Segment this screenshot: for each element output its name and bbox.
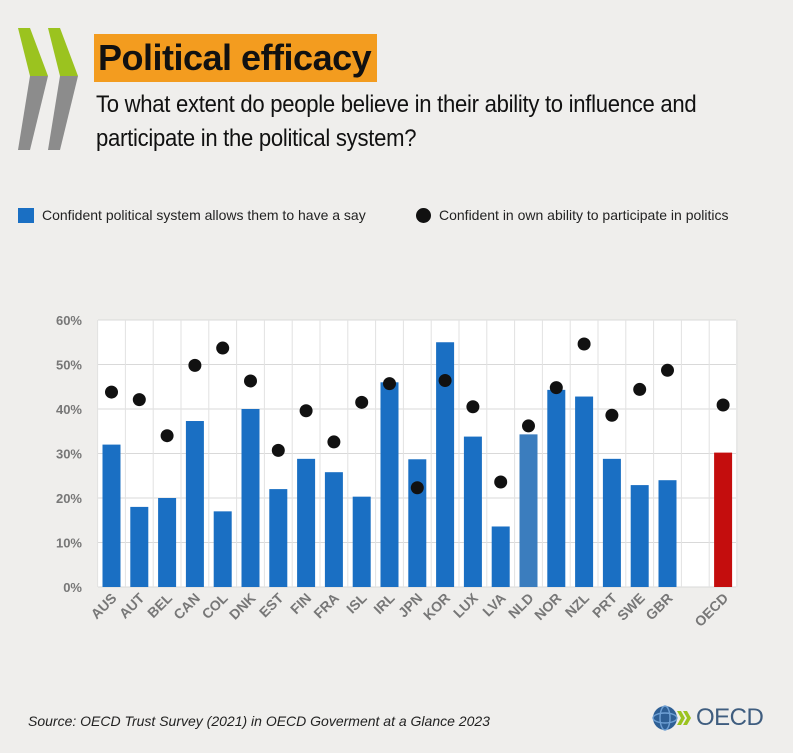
chevron-green-left [18,28,48,76]
dot-bel [160,429,174,443]
bar-fra [324,472,343,587]
bar-kor [436,342,455,587]
bar-swe [630,485,649,587]
x-tick-label: FIN [287,590,314,617]
x-tick-label: AUT [116,589,148,621]
y-tick-label: 50% [56,358,82,373]
oecd-logo: OECD [652,704,764,732]
dot-est [271,443,285,457]
x-tick-label: LVA [479,590,509,620]
x-tick-label: JPN [395,590,426,621]
x-tick-label: CAN [170,590,203,623]
y-tick-label: 0% [63,580,82,595]
dot-fin [299,404,313,418]
dot-fra [327,435,341,449]
y-tick-label: 20% [56,491,82,506]
y-tick-label: 60% [56,313,82,328]
bar-aus [102,444,121,587]
x-tick-label: GBR [642,590,675,623]
dot-irl [383,377,396,391]
x-tick-label: PRT [589,589,620,620]
x-tick-label: NOR [531,590,564,623]
x-tick-label: ISL [343,589,370,616]
dot-kor [438,374,452,388]
bar-isl [352,496,371,587]
legend-dot-marker [416,207,431,223]
x-tick-label: COL [199,589,232,622]
bar-can [185,421,204,587]
legend-bars: Confident political system allows them t… [18,207,366,223]
chevron-grey-right [48,76,78,150]
x-tick-label: NLD [505,590,537,622]
bar-nzl [575,396,594,587]
bar-fin [297,458,316,587]
dot-col [216,341,230,355]
x-tick-label: SWE [614,590,648,624]
bar-lva [491,526,510,587]
x-tick-label: NZL [562,589,593,620]
bar-jpn [408,459,427,587]
bar-col [213,511,232,587]
legend-bar-swatch [18,207,34,223]
chevron-grey-left [18,76,48,150]
dot-isl [355,395,369,409]
dot-dnk [244,374,257,388]
dot-can [188,358,202,372]
chevron-green-right [48,28,78,76]
x-tick-label: IRL [370,589,398,617]
bar-gbr [658,480,677,587]
x-tick-label: KOR [420,590,453,623]
x-tick-label: BEL [144,589,175,620]
dot-oecd [716,398,730,412]
y-tick-label: 40% [56,402,82,417]
y-tick-label: 10% [56,536,82,551]
legend-dots: Confident in own ability to participate … [416,207,729,223]
x-tick-label: FRA [310,590,342,622]
legend-bar-label: Confident political system allows them t… [42,207,366,223]
bar-oecd [714,452,733,587]
bar-lux [463,436,482,587]
globe-icon [652,705,691,731]
dot-gbr [661,363,674,377]
bar-nld [519,434,538,587]
dot-aut [132,393,146,407]
x-tick-label: LUX [450,589,482,621]
bar-prt [602,458,621,587]
page-title: Political efficacy [94,34,378,82]
bar-dnk [241,409,260,587]
bar-irl [380,382,399,587]
dot-jpn [410,481,424,495]
dot-aus [105,385,118,399]
dot-nzl [577,337,591,351]
bar-bel [158,498,177,587]
bar-chart: 0% 10% 20% 30% 40% 50% 60% AUSAUTBELCANCOLDNKES… [56,313,738,630]
x-tick-label: DNK [226,590,259,623]
dot-nor [549,381,563,395]
y-tick-label: 30% [56,447,82,462]
oecd-logo-text: OECD [696,704,764,731]
dot-lux [466,400,480,414]
bar-aut [130,506,149,587]
dot-nld [522,419,535,433]
oecd-chevron-icon [18,28,78,150]
x-tick-label: OECD [691,590,731,630]
dot-swe [633,382,647,396]
legend-dot-label: Confident in own ability to participate … [439,207,729,223]
bar-nor [547,389,566,587]
x-tick-label: EST [256,589,287,620]
bar-est [269,489,288,587]
page-subtitle: To what extent do people believe in thei… [96,91,697,152]
source-note: Source: OECD Trust Survey (2021) in OECD… [28,713,490,729]
dot-prt [605,408,619,422]
dot-lva [494,475,508,489]
x-tick-label: AUS [87,590,119,622]
